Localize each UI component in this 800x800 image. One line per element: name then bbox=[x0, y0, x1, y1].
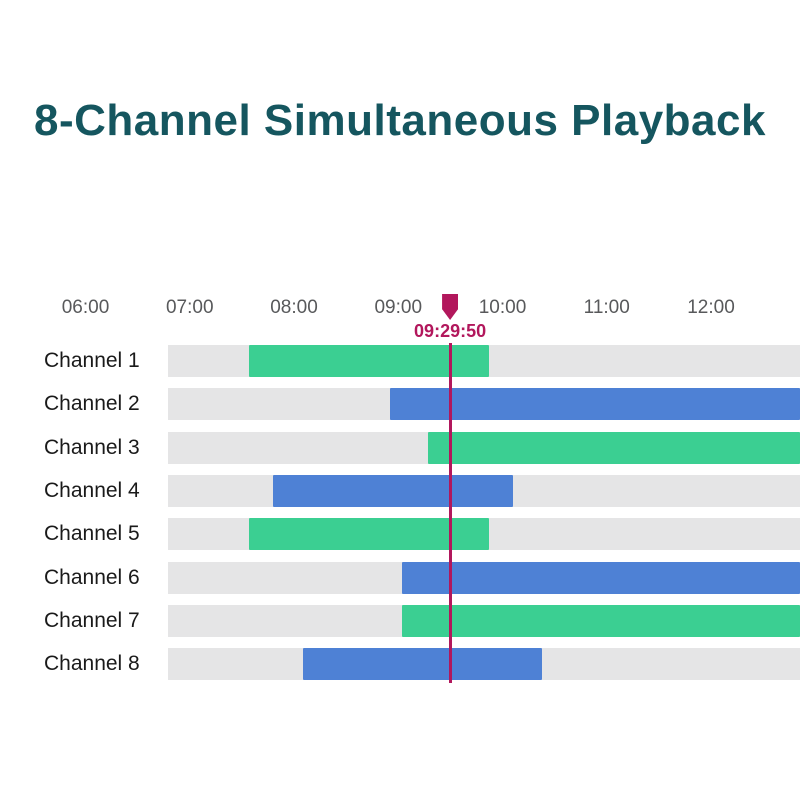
channel-label: Channel 4 bbox=[44, 478, 140, 502]
channel-label: Channel 3 bbox=[44, 435, 140, 459]
recording-segment-bar[interactable] bbox=[389, 388, 800, 421]
channel-label: Channel 8 bbox=[44, 652, 140, 676]
playhead-marker-icon[interactable] bbox=[442, 294, 459, 320]
recording-segment-bar[interactable] bbox=[427, 431, 800, 464]
playhead-time-label: 09:29:50 bbox=[414, 321, 487, 341]
recording-segment-bar[interactable] bbox=[401, 561, 800, 594]
channel-label: Channel 6 bbox=[44, 565, 140, 589]
page-title: 8-Channel Simultaneous Playback bbox=[34, 96, 766, 145]
channel-label: Channel 2 bbox=[44, 392, 140, 416]
time-tick-label: 09:00 bbox=[374, 297, 423, 318]
recording-segment-bar[interactable] bbox=[273, 474, 513, 507]
channel-label: Channel 5 bbox=[44, 522, 140, 546]
recording-segment-bar[interactable] bbox=[248, 518, 489, 551]
recording-segment-bar[interactable] bbox=[302, 648, 543, 681]
playhead-line[interactable] bbox=[448, 343, 452, 683]
time-tick-label: 07:00 bbox=[165, 297, 214, 318]
time-tick-label: 11:00 bbox=[583, 297, 630, 318]
time-tick-label: 08:00 bbox=[270, 297, 318, 318]
channel-label: Channel 1 bbox=[44, 349, 140, 372]
recording-segment-bar[interactable] bbox=[248, 345, 489, 377]
time-tick-label: 06:00 bbox=[61, 297, 110, 318]
time-tick-label: 12:00 bbox=[687, 297, 735, 318]
time-tick-label: 10:00 bbox=[478, 297, 527, 318]
channel-label: Channel 7 bbox=[44, 608, 140, 632]
recording-segment-bar[interactable] bbox=[401, 604, 800, 637]
